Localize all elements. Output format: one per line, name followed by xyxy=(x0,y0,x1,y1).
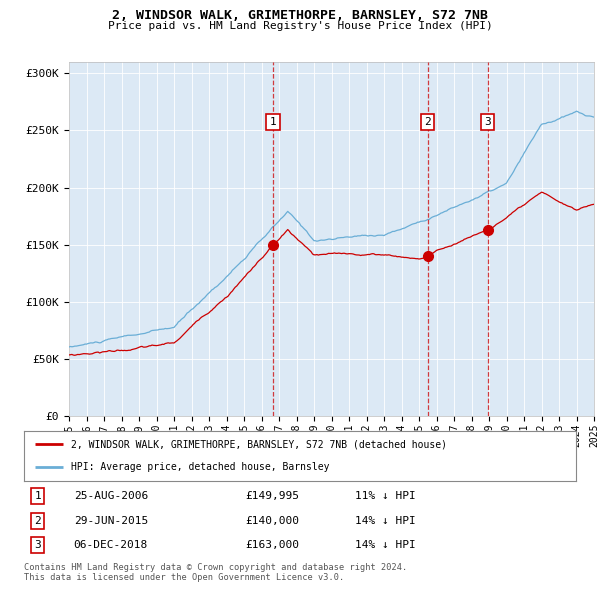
Text: This data is licensed under the Open Government Licence v3.0.: This data is licensed under the Open Gov… xyxy=(24,573,344,582)
Text: 29-JUN-2015: 29-JUN-2015 xyxy=(74,516,148,526)
Text: 14% ↓ HPI: 14% ↓ HPI xyxy=(355,516,416,526)
Text: 3: 3 xyxy=(34,540,41,550)
Text: 3: 3 xyxy=(484,117,491,127)
Text: Contains HM Land Registry data © Crown copyright and database right 2024.: Contains HM Land Registry data © Crown c… xyxy=(24,563,407,572)
Text: 2: 2 xyxy=(34,516,41,526)
Text: HPI: Average price, detached house, Barnsley: HPI: Average price, detached house, Barn… xyxy=(71,463,329,473)
Text: £149,995: £149,995 xyxy=(245,491,299,502)
Text: 25-AUG-2006: 25-AUG-2006 xyxy=(74,491,148,502)
Text: 14% ↓ HPI: 14% ↓ HPI xyxy=(355,540,416,550)
Text: £140,000: £140,000 xyxy=(245,516,299,526)
Text: 1: 1 xyxy=(269,117,276,127)
Text: 2, WINDSOR WALK, GRIMETHORPE, BARNSLEY, S72 7NB: 2, WINDSOR WALK, GRIMETHORPE, BARNSLEY, … xyxy=(112,9,488,22)
Text: 1: 1 xyxy=(34,491,41,502)
Text: 2: 2 xyxy=(424,117,431,127)
Text: 11% ↓ HPI: 11% ↓ HPI xyxy=(355,491,416,502)
Text: 2, WINDSOR WALK, GRIMETHORPE, BARNSLEY, S72 7NB (detached house): 2, WINDSOR WALK, GRIMETHORPE, BARNSLEY, … xyxy=(71,439,447,449)
Text: 06-DEC-2018: 06-DEC-2018 xyxy=(74,540,148,550)
Text: £163,000: £163,000 xyxy=(245,540,299,550)
Text: Price paid vs. HM Land Registry's House Price Index (HPI): Price paid vs. HM Land Registry's House … xyxy=(107,21,493,31)
